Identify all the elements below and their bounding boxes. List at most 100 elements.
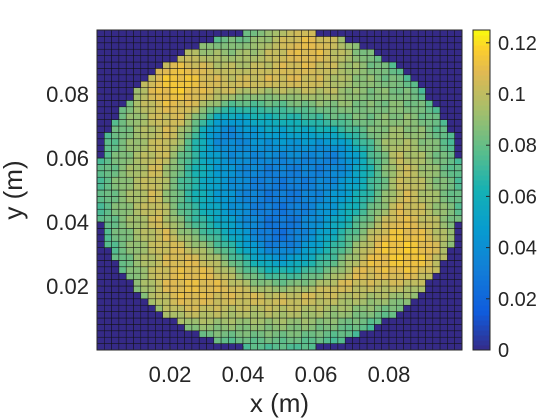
- heatmap-cell: [264, 336, 273, 344]
- heatmap-cell: [242, 138, 251, 146]
- heatmap-cell: [330, 279, 339, 287]
- heatmap-cell: [417, 215, 426, 223]
- heatmap-cell: [162, 144, 171, 152]
- heatmap-cell: [169, 29, 178, 37]
- heatmap-cell: [125, 215, 134, 223]
- heatmap-cell: [352, 317, 361, 325]
- heatmap-cell: [147, 74, 156, 82]
- heatmap-cell: [279, 119, 288, 127]
- heatmap-cell: [293, 87, 302, 95]
- heatmap-cell: [162, 240, 171, 248]
- heatmap-cell: [235, 157, 244, 165]
- heatmap-cell: [235, 330, 244, 338]
- heatmap-cell: [337, 215, 346, 223]
- heatmap-cell: [279, 68, 288, 76]
- heatmap-cell: [213, 202, 222, 210]
- heatmap-cell: [177, 138, 185, 146]
- heatmap-cell: [184, 48, 193, 56]
- heatmap-cell: [396, 208, 404, 216]
- heatmap-cell: [264, 164, 273, 172]
- heatmap-cell: [140, 221, 149, 229]
- heatmap-cell: [250, 74, 258, 82]
- heatmap-cell: [403, 247, 412, 255]
- heatmap-cell: [447, 112, 455, 120]
- heatmap-cell: [250, 125, 258, 133]
- heatmap-cell: [111, 61, 120, 69]
- heatmap-cell: [374, 125, 382, 133]
- heatmap-cell: [374, 87, 382, 95]
- heatmap-cell: [257, 330, 266, 338]
- heatmap-cell: [432, 48, 441, 56]
- heatmap-cell: [279, 285, 288, 293]
- heatmap-cell: [279, 100, 288, 108]
- heatmap-cell: [198, 36, 207, 44]
- heatmap-cell: [206, 176, 215, 184]
- heatmap-cell: [417, 304, 426, 312]
- heatmap-cell: [323, 157, 331, 165]
- heatmap-cell: [162, 324, 171, 332]
- heatmap-cell: [366, 29, 375, 37]
- colorbar-segment: [473, 50, 490, 56]
- heatmap-cell: [133, 183, 142, 191]
- heatmap-cell: [337, 93, 346, 101]
- heatmap-cell: [213, 144, 222, 152]
- heatmap-cell: [264, 202, 273, 210]
- heatmap-cell: [344, 93, 353, 101]
- heatmap-cell: [410, 240, 419, 248]
- heatmap-cell: [250, 196, 258, 204]
- heatmap-cell: [264, 112, 273, 120]
- heatmap-cell: [235, 221, 244, 229]
- heatmap-cell: [410, 272, 419, 280]
- heatmap-cell: [323, 74, 331, 82]
- heatmap-cell: [425, 93, 434, 101]
- heatmap-cell: [111, 112, 120, 120]
- heatmap-cell: [147, 240, 156, 248]
- heatmap-cell: [133, 292, 142, 300]
- heatmap-cell: [315, 68, 324, 76]
- heatmap-cell: [293, 298, 302, 306]
- heatmap-cell: [432, 125, 441, 133]
- heatmap-cell: [213, 68, 222, 76]
- heatmap-cell: [257, 228, 266, 236]
- heatmap-cell: [279, 93, 288, 101]
- heatmap-cell: [374, 221, 382, 229]
- heatmap-cell: [118, 196, 127, 204]
- heatmap-cell: [439, 196, 448, 204]
- heatmap-cell: [432, 253, 441, 261]
- heatmap-cell: [352, 80, 361, 88]
- heatmap-cell: [344, 74, 353, 82]
- heatmap-cell: [242, 266, 251, 274]
- heatmap-cell: [96, 176, 105, 184]
- heatmap-cell: [439, 324, 448, 332]
- heatmap-cell: [308, 253, 317, 261]
- heatmap-cell: [250, 151, 258, 159]
- heatmap-cell: [271, 253, 280, 261]
- heatmap-cell: [293, 183, 302, 191]
- heatmap-cell: [425, 247, 434, 255]
- heatmap-cell: [344, 100, 353, 108]
- heatmap-cell: [257, 68, 266, 76]
- heatmap-cell: [264, 240, 273, 248]
- heatmap-cell: [213, 215, 222, 223]
- heatmap-cell: [184, 196, 193, 204]
- heatmap-cell: [104, 202, 112, 210]
- heatmap-cell: [177, 170, 185, 178]
- x-axis: 0.02 0.04 0.06 0.08: [149, 346, 410, 387]
- heatmap-cell: [133, 304, 142, 312]
- heatmap-cell: [228, 183, 236, 191]
- heatmap-cell: [374, 48, 382, 56]
- heatmap-cell: [271, 80, 280, 88]
- heatmap-cell: [301, 93, 309, 101]
- heatmap-cell: [242, 164, 251, 172]
- heatmap-cell: [366, 183, 375, 191]
- heatmap-cell: [337, 112, 346, 120]
- heatmap-cell: [271, 36, 280, 44]
- heatmap-cell: [388, 234, 397, 242]
- heatmap-cell: [396, 279, 404, 287]
- heatmap-cell: [352, 106, 361, 114]
- colorbar-segment: [473, 120, 490, 126]
- heatmap-cell: [155, 100, 163, 108]
- heatmap-cell: [257, 93, 266, 101]
- heatmap-cell: [184, 176, 193, 184]
- colorbar-segment: [473, 345, 490, 351]
